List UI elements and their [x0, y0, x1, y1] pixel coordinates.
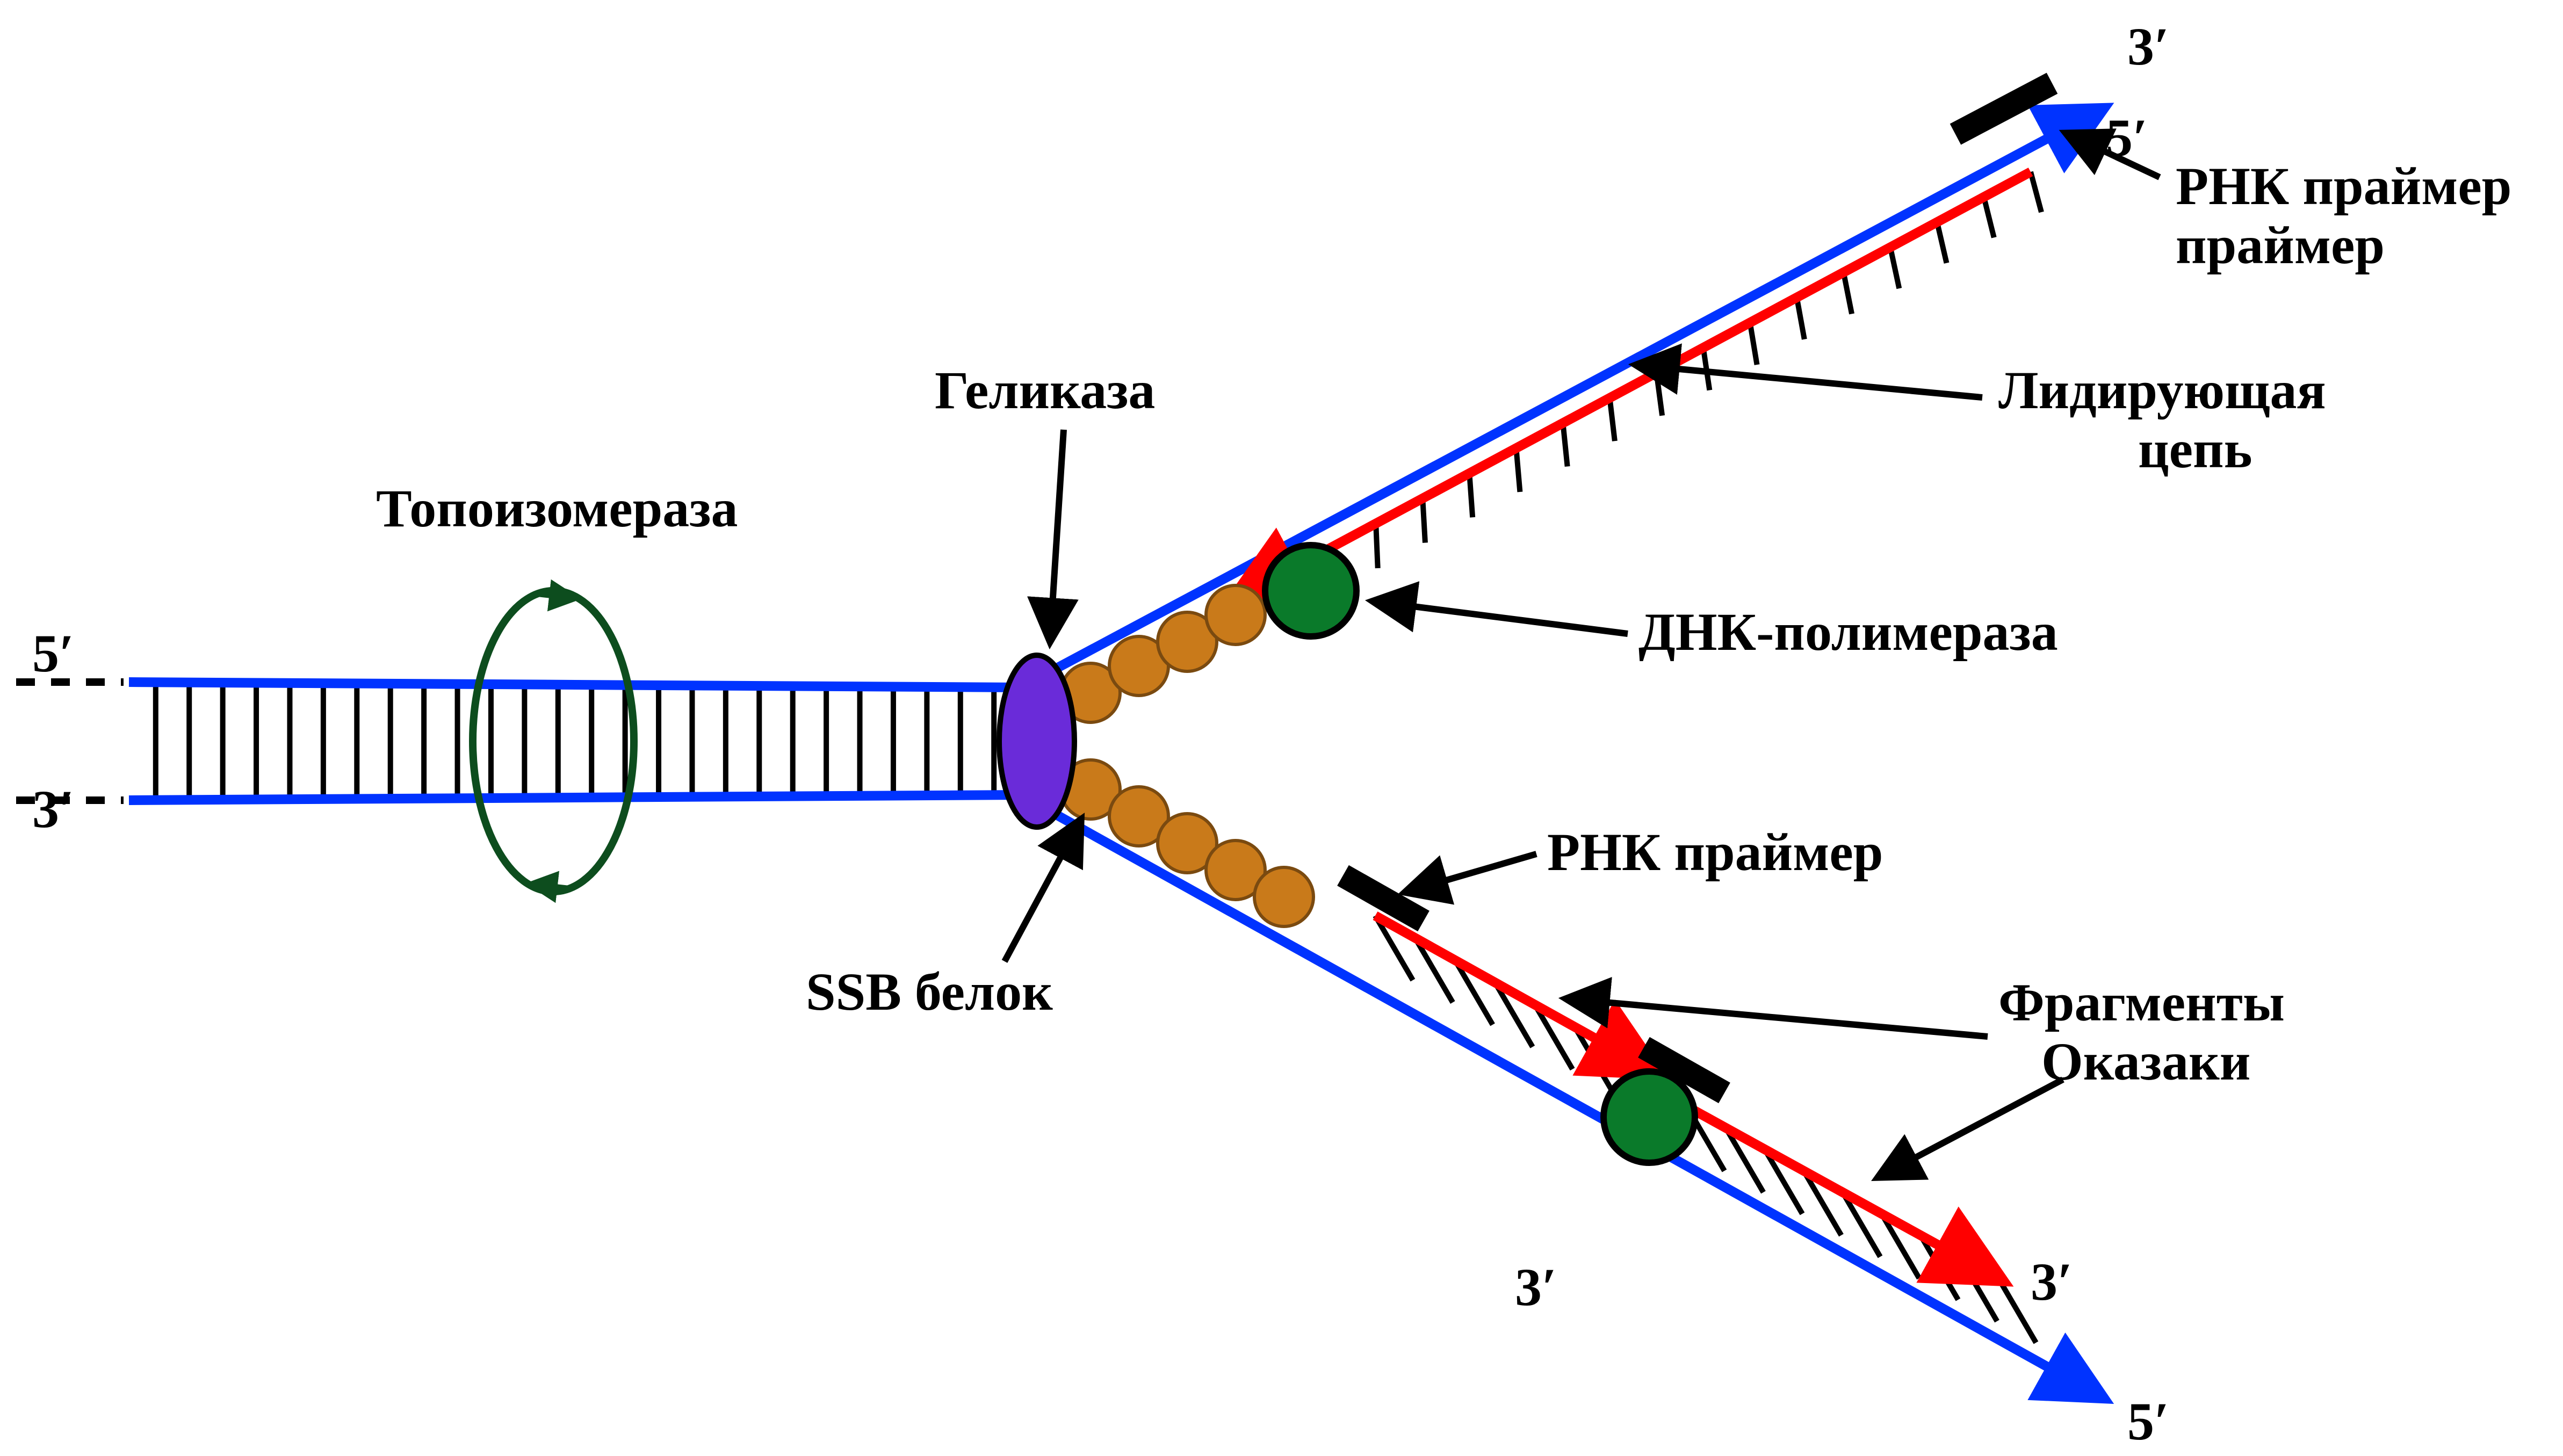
parent-template-top — [129, 682, 1021, 687]
label-leading-line2: цепь — [2138, 419, 2252, 479]
end-label-3-botmid: 3′ — [1515, 1257, 1557, 1317]
base-pair-rung — [1563, 423, 1567, 467]
base-pair-rung — [1469, 473, 1472, 517]
dna-polymerase — [1604, 1071, 1695, 1163]
label-ssb: SSB белок — [806, 962, 1053, 1022]
end-label-3-topright: 3′ — [2127, 17, 2169, 76]
topoisomerase-ring — [473, 591, 634, 892]
pointer-helicase — [1050, 430, 1064, 639]
pointer-okazaki2 — [1880, 1080, 2063, 1176]
base-pair-rung — [1937, 222, 1947, 263]
base-pair-rung — [2031, 172, 2041, 212]
ssb-protein — [1206, 585, 1265, 644]
helicase — [999, 655, 1074, 827]
pointer-polymerase — [1375, 602, 1628, 634]
pointer-rna_primer_mid — [1407, 854, 1536, 892]
label-leading: Лидирующая — [1998, 360, 2326, 420]
end-label-3-botright: 3′ — [2031, 1252, 2073, 1312]
rna-primer-upper — [1955, 83, 2052, 134]
okazaki-fragment-1 — [1375, 916, 1655, 1071]
pointer-ssb — [1005, 822, 1080, 961]
label-rna_primer-mid: РНК праймер — [1547, 822, 1883, 882]
base-pair-rung — [1657, 373, 1663, 416]
label-rna_primer: РНК праймер — [2176, 156, 2511, 216]
end-label-5-topright: 5′ — [2106, 108, 2148, 168]
end-label-3-left: 3′ — [32, 779, 74, 839]
label-okazaki: Фрагменты — [1998, 973, 2285, 1032]
label-rna_primer-line2: праймер — [2176, 215, 2385, 275]
leading-strand — [1236, 172, 2031, 599]
rna-primer-frag1 — [1343, 875, 1424, 921]
parent-template-bot — [129, 795, 1021, 800]
base-pair-rung — [1984, 197, 1994, 238]
base-pair-rung — [1423, 498, 1425, 543]
end-label-5-botright: 5′ — [2127, 1392, 2169, 1451]
base-pair-rung — [1797, 298, 1804, 339]
end-label-5-left: 5′ — [32, 624, 74, 683]
label-topoisomerase: Топоизомераза — [376, 479, 738, 538]
upper-template-strand — [1021, 110, 2100, 687]
pointer-okazaki1 — [1569, 999, 1988, 1037]
base-pair-rung — [1844, 272, 1852, 314]
base-pair-rung — [1890, 247, 1899, 288]
base-pair-rung — [1750, 323, 1757, 365]
ssb-protein — [1254, 867, 1313, 926]
label-okazaki-line2: Оказаки — [2041, 1032, 2250, 1091]
dna-polymerase — [1265, 545, 1356, 636]
pointer-leading — [1638, 365, 1982, 397]
label-helicase: Геликаза — [935, 360, 1155, 420]
base-pair-rung — [1516, 448, 1520, 491]
lower-template-strand — [1021, 795, 2100, 1396]
base-pair-rung — [1609, 398, 1614, 441]
base-pair-rung — [1376, 524, 1378, 568]
label-polymerase: ДНК-полимераза — [1638, 602, 2058, 662]
